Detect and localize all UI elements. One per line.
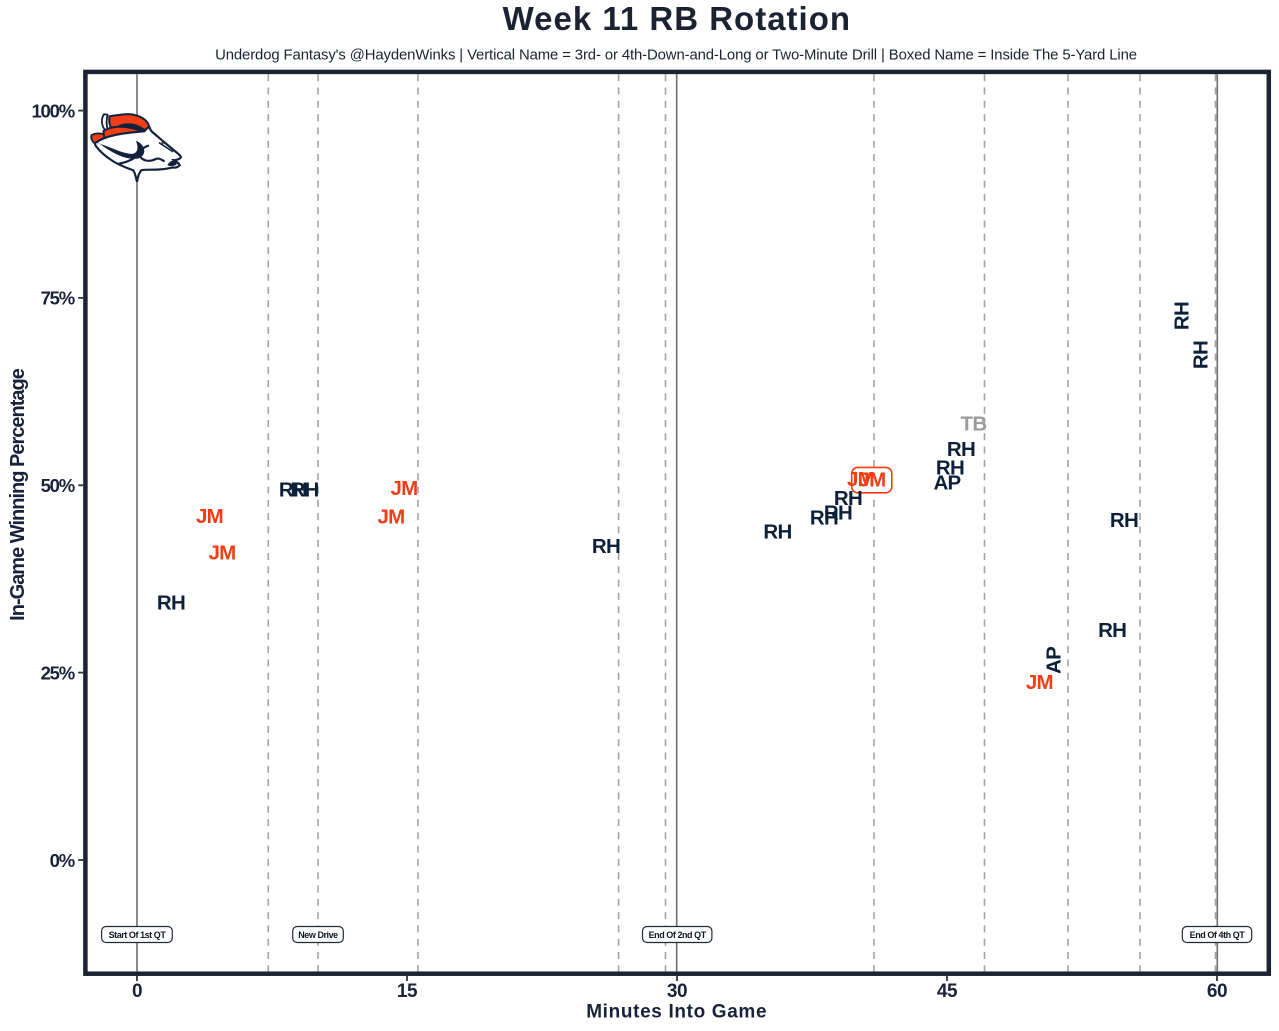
svg-text:30: 30 xyxy=(667,981,687,1002)
svg-text:60: 60 xyxy=(1207,981,1227,1002)
svg-text:Minutes Into Game: Minutes Into Game xyxy=(586,1001,767,1022)
svg-text:End Of 2nd QT: End Of 2nd QT xyxy=(649,930,707,940)
svg-text:JM: JM xyxy=(847,468,874,491)
svg-text:75%: 75% xyxy=(41,288,75,309)
svg-text:RH: RH xyxy=(1110,509,1138,532)
svg-text:RH: RH xyxy=(810,507,838,530)
svg-text:Underdog Fantasy's @HaydenWink: Underdog Fantasy's @HaydenWinks | Vertic… xyxy=(215,48,1137,64)
svg-text:JM: JM xyxy=(858,469,885,492)
svg-text:0: 0 xyxy=(132,981,142,1002)
svg-text:JM: JM xyxy=(1026,671,1053,694)
svg-text:AP: AP xyxy=(933,472,960,495)
svg-text:Week 11 RB Rotation: Week 11 RB Rotation xyxy=(503,0,851,37)
svg-text:RH: RH xyxy=(1171,302,1194,330)
svg-text:RH: RH xyxy=(936,457,964,480)
svg-text:RH: RH xyxy=(947,438,975,461)
svg-text:JM: JM xyxy=(208,542,235,565)
svg-text:RH: RH xyxy=(592,535,620,558)
svg-text:End Of 4th QT: End Of 4th QT xyxy=(1190,930,1246,940)
svg-text:100%: 100% xyxy=(31,100,74,121)
svg-text:RH: RH xyxy=(157,592,185,615)
svg-text:RH: RH xyxy=(763,521,791,544)
svg-text:In-Game Winning Percentage: In-Game Winning Percentage xyxy=(7,368,29,621)
svg-text:RH: RH xyxy=(1190,341,1213,369)
svg-text:AP: AP xyxy=(1042,647,1065,674)
svg-text:RH: RH xyxy=(1098,619,1126,642)
svg-text:25%: 25% xyxy=(41,662,75,683)
svg-text:JM: JM xyxy=(390,477,417,500)
svg-text:15: 15 xyxy=(397,981,418,1002)
svg-text:RH: RH xyxy=(824,502,852,525)
svg-text:TB: TB xyxy=(961,413,987,436)
svg-text:50%: 50% xyxy=(41,475,75,496)
svg-text:RH: RH xyxy=(834,487,862,510)
svg-text:RH: RH xyxy=(290,479,318,502)
svg-text:New Drive: New Drive xyxy=(298,930,338,940)
svg-text:JM: JM xyxy=(196,505,223,528)
svg-text:RH: RH xyxy=(279,479,307,502)
svg-text:JM: JM xyxy=(377,506,404,529)
svg-text:45: 45 xyxy=(937,981,958,1002)
svg-text:0%: 0% xyxy=(50,850,75,871)
svg-text:Start Of 1st QT: Start Of 1st QT xyxy=(109,930,167,940)
